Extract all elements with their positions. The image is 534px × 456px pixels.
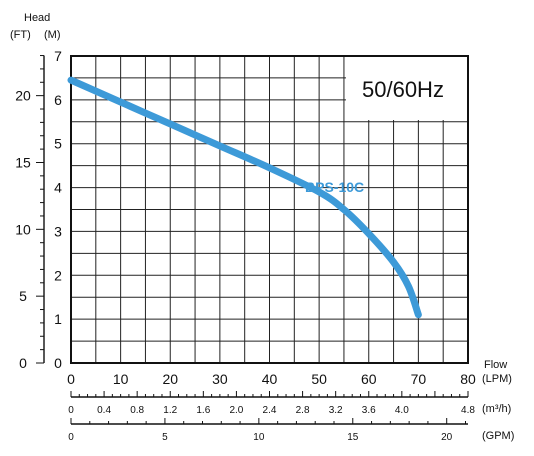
frequency-box [346, 57, 467, 120]
y-axis-meters: 0 1 2 3 4 5 6 7 [54, 48, 62, 371]
x-tick-label-lpm: 0 [67, 371, 75, 387]
x-tick-label-gpm: 0 [68, 432, 74, 443]
y-tick-label-ft: 5 [19, 288, 27, 304]
y-tick-label-ft: 20 [15, 88, 31, 104]
x-tick-label-gpm: 5 [162, 432, 168, 443]
x-tick-label-m3h: 3.6 [362, 405, 376, 416]
x-tick-label-gpm: 20 [441, 432, 453, 443]
x-tick-label-lpm: 50 [311, 371, 327, 387]
x-tick-label-lpm: 10 [113, 371, 129, 387]
plot-frame [70, 55, 469, 364]
x-tick-label-m3h: 1.6 [196, 405, 210, 416]
x-axis-m3h: 0 0.4 0.8 1.2 1.6 2.0 2.4 2.8 3.2 3.6 4.0 4.8 [68, 391, 475, 416]
y-tick-label-m: 3 [54, 223, 62, 239]
x-tick-label-lpm: 70 [411, 371, 427, 387]
x-tick-label-gpm: 10 [253, 432, 265, 443]
y-tick-label-m: 4 [54, 180, 62, 196]
x-tick-label-m3h: 1.2 [163, 405, 177, 416]
x-axis-title: Flow [484, 359, 507, 371]
y-tick-label-m: 2 [54, 267, 62, 283]
y-unit-m: (M) [44, 29, 61, 41]
frequency-label: 50/60Hz [362, 77, 444, 102]
series-line-bps-10c [67, 76, 422, 319]
y-axis-feet: 0 5 10 15 20 [15, 55, 45, 371]
series-label: BPS-10C [305, 179, 364, 195]
y-tick-label-m: 6 [54, 92, 62, 108]
x-axis-lpm: 0 10 20 30 40 50 60 70 80 [67, 371, 476, 387]
y-tick-label-ft: 0 [19, 355, 27, 371]
y-tick-label-m: 1 [54, 311, 62, 327]
x-tick-label-lpm: 20 [162, 371, 178, 387]
x-tick-label-m3h: 0.8 [130, 405, 144, 416]
x-tick-label-lpm: 80 [460, 371, 476, 387]
x-axis-gpm: 0 5 10 15 20 [68, 418, 468, 443]
x-tick-label-m3h: 4.0 [395, 405, 409, 416]
x-tick-label-lpm: 60 [361, 371, 377, 387]
x-tick-label-m3h: 4.8 [461, 405, 475, 416]
x-tick-label-lpm: 30 [212, 371, 228, 387]
x-unit-gpm: (GPM) [482, 430, 514, 442]
y-tick-label-ft: 10 [15, 221, 31, 237]
x-unit-m3h: (m³/h) [482, 403, 511, 415]
x-unit-lpm: (LPM) [482, 373, 512, 385]
y-axis-title: Head [24, 12, 50, 24]
y-unit-ft: (FT) [10, 29, 31, 41]
x-tick-label-m3h: 0 [68, 405, 74, 416]
y-tick-label-m: 7 [54, 48, 62, 64]
y-tick-label-ft: 15 [15, 154, 31, 170]
x-tick-label-m3h: 2.4 [263, 405, 277, 416]
x-tick-label-m3h: 2.0 [229, 405, 243, 416]
x-tick-label-m3h: 3.2 [329, 405, 343, 416]
x-tick-label-lpm: 40 [262, 371, 278, 387]
x-tick-label-m3h: 2.8 [296, 405, 310, 416]
x-tick-label-gpm: 15 [347, 432, 359, 443]
x-tick-label-m3h: 0.4 [97, 405, 111, 416]
y-tick-label-m: 5 [54, 136, 62, 152]
y-tick-label-m: 0 [54, 355, 62, 371]
